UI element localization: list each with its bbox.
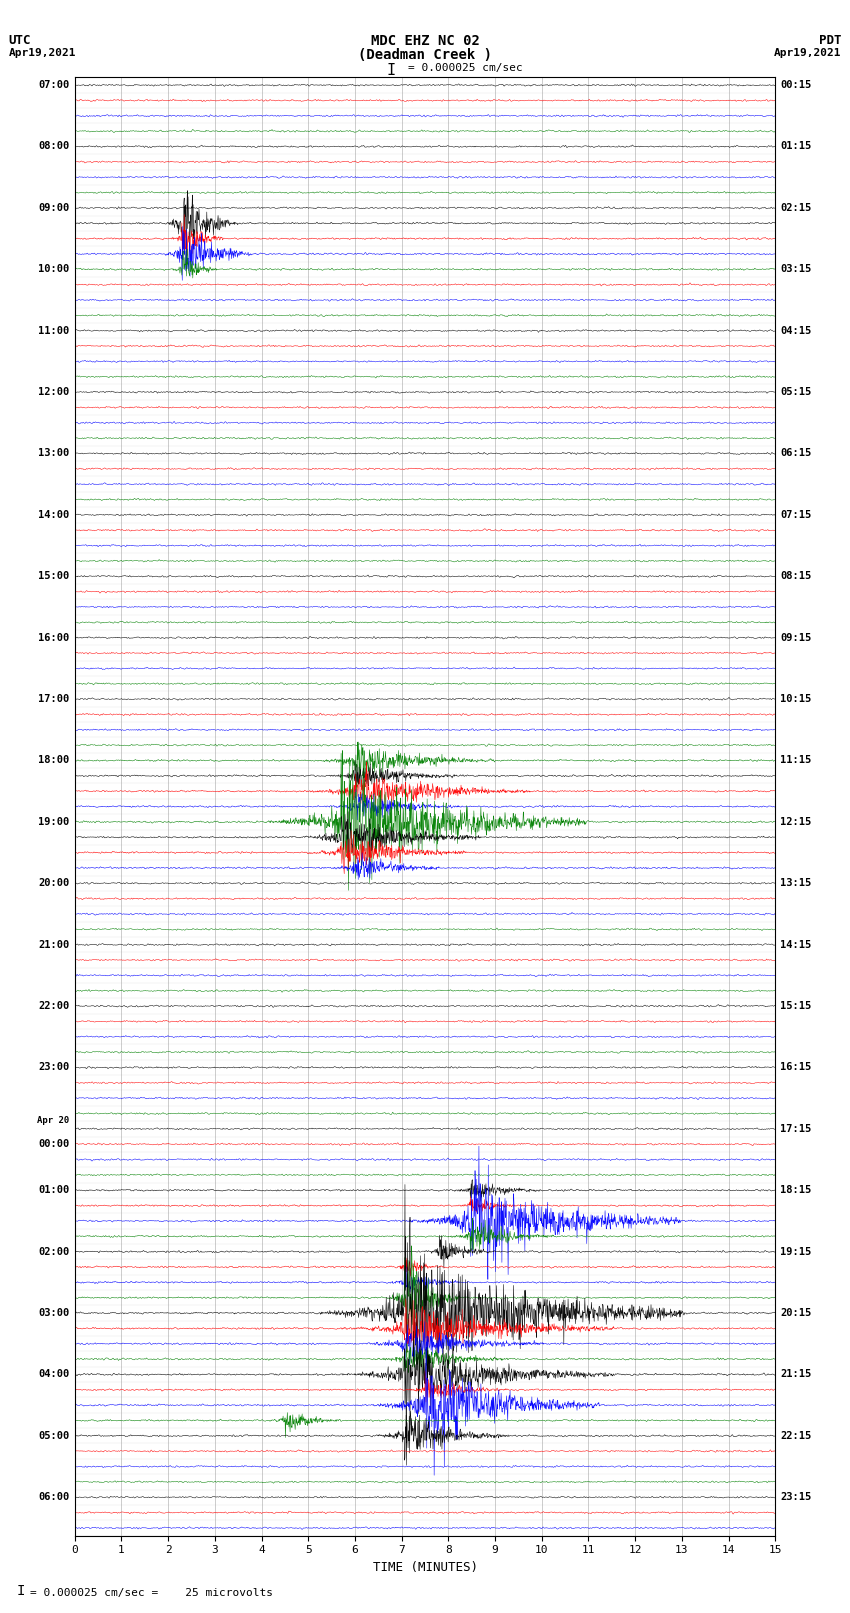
Text: 15:15: 15:15 [780, 1002, 812, 1011]
Text: 06:15: 06:15 [780, 448, 812, 458]
Text: 22:15: 22:15 [780, 1431, 812, 1440]
Text: 08:00: 08:00 [38, 142, 70, 152]
Text: 02:00: 02:00 [38, 1247, 70, 1257]
Text: 21:15: 21:15 [780, 1369, 812, 1379]
Text: 01:00: 01:00 [38, 1186, 70, 1195]
Text: 04:00: 04:00 [38, 1369, 70, 1379]
Text: 09:00: 09:00 [38, 203, 70, 213]
Text: 19:15: 19:15 [780, 1247, 812, 1257]
Text: 07:00: 07:00 [38, 81, 70, 90]
Text: 14:00: 14:00 [38, 510, 70, 519]
Text: 20:00: 20:00 [38, 877, 70, 889]
Text: = 0.000025 cm/sec =    25 microvolts: = 0.000025 cm/sec = 25 microvolts [30, 1589, 273, 1598]
Text: 14:15: 14:15 [780, 940, 812, 950]
Text: 04:15: 04:15 [780, 326, 812, 336]
Text: UTC: UTC [8, 34, 31, 47]
Text: 07:15: 07:15 [780, 510, 812, 519]
Text: 18:15: 18:15 [780, 1186, 812, 1195]
Text: 22:00: 22:00 [38, 1002, 70, 1011]
Text: Apr 20: Apr 20 [37, 1116, 70, 1124]
Text: 12:15: 12:15 [780, 816, 812, 827]
Text: 20:15: 20:15 [780, 1308, 812, 1318]
Text: 00:15: 00:15 [780, 81, 812, 90]
Text: 00:00: 00:00 [38, 1139, 70, 1148]
Text: 23:15: 23:15 [780, 1492, 812, 1502]
Text: 15:00: 15:00 [38, 571, 70, 581]
Text: 06:00: 06:00 [38, 1492, 70, 1502]
Text: 01:15: 01:15 [780, 142, 812, 152]
Text: 12:00: 12:00 [38, 387, 70, 397]
Text: (Deadman Creek ): (Deadman Creek ) [358, 48, 492, 63]
Text: 16:15: 16:15 [780, 1063, 812, 1073]
Text: 13:15: 13:15 [780, 877, 812, 889]
Text: 05:00: 05:00 [38, 1431, 70, 1440]
Text: 19:00: 19:00 [38, 816, 70, 827]
X-axis label: TIME (MINUTES): TIME (MINUTES) [372, 1561, 478, 1574]
Text: 21:00: 21:00 [38, 940, 70, 950]
Text: I: I [387, 63, 395, 77]
Text: PDT: PDT [819, 34, 842, 47]
Text: 11:15: 11:15 [780, 755, 812, 766]
Text: 10:15: 10:15 [780, 694, 812, 703]
Text: 08:15: 08:15 [780, 571, 812, 581]
Text: 17:15: 17:15 [780, 1124, 812, 1134]
Text: 17:00: 17:00 [38, 694, 70, 703]
Text: 09:15: 09:15 [780, 632, 812, 642]
Text: = 0.000025 cm/sec: = 0.000025 cm/sec [408, 63, 523, 73]
Text: 23:00: 23:00 [38, 1063, 70, 1073]
Text: 10:00: 10:00 [38, 265, 70, 274]
Text: Apr19,2021: Apr19,2021 [774, 48, 842, 58]
Text: 18:00: 18:00 [38, 755, 70, 766]
Text: 02:15: 02:15 [780, 203, 812, 213]
Text: 16:00: 16:00 [38, 632, 70, 642]
Text: 03:00: 03:00 [38, 1308, 70, 1318]
Text: 13:00: 13:00 [38, 448, 70, 458]
Text: MDC EHZ NC 02: MDC EHZ NC 02 [371, 34, 479, 48]
Text: 03:15: 03:15 [780, 265, 812, 274]
Text: 11:00: 11:00 [38, 326, 70, 336]
Text: 05:15: 05:15 [780, 387, 812, 397]
Text: Apr19,2021: Apr19,2021 [8, 48, 76, 58]
Text: I: I [17, 1584, 26, 1598]
